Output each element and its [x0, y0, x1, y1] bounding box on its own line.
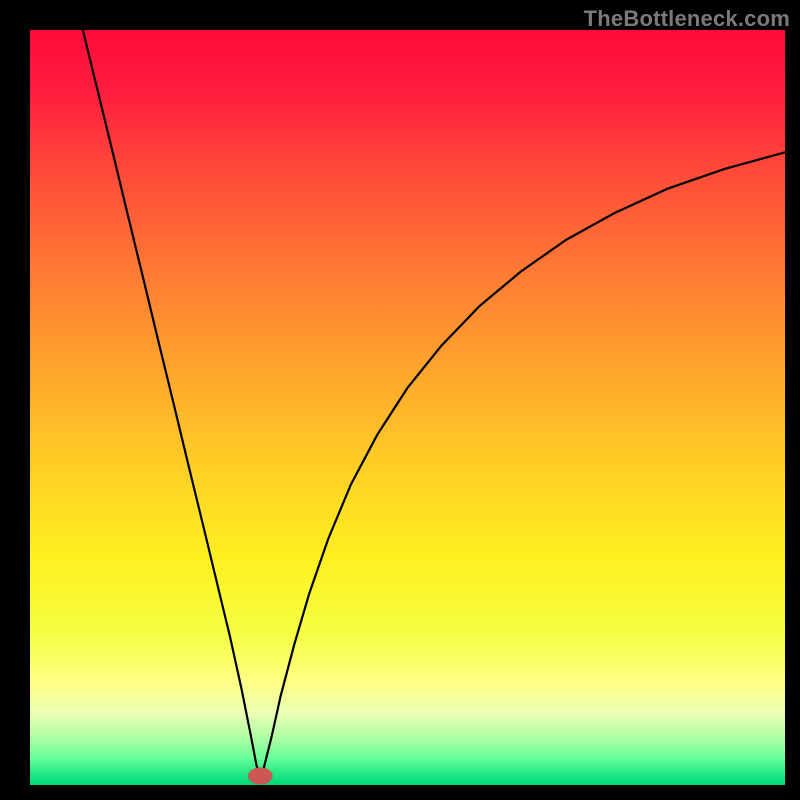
watermark-text: TheBottleneck.com — [584, 6, 790, 32]
bottleneck-chart: TheBottleneck.com — [0, 0, 800, 800]
chart-plot-area — [30, 30, 785, 785]
optimal-point-marker — [248, 768, 272, 785]
chart-svg — [0, 0, 800, 800]
